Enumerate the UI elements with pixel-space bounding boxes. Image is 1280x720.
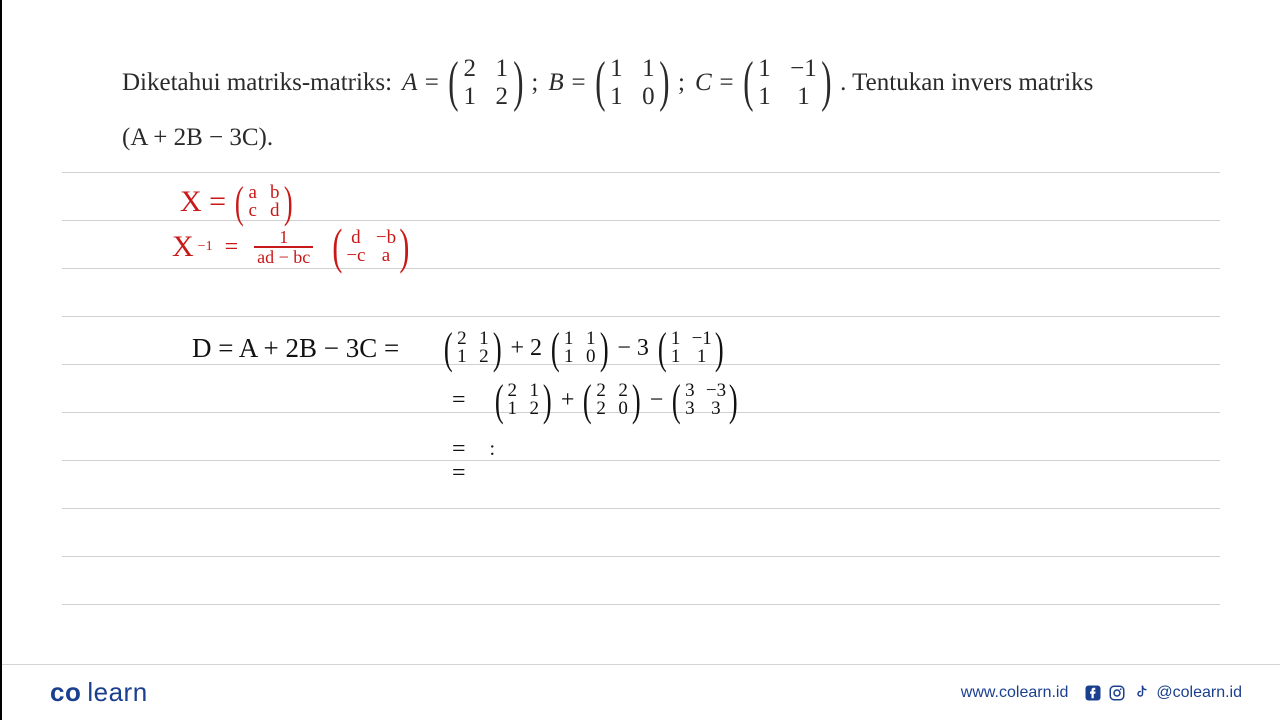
problem-suffix: . Tentukan invers matriks: [840, 65, 1093, 100]
tiktok-icon[interactable]: [1132, 684, 1150, 702]
footer-handle[interactable]: @colearn.id: [1156, 684, 1242, 702]
work-line-3b: =: [452, 460, 466, 487]
rule-line: [62, 508, 1220, 509]
colearn-logo: colearn: [50, 677, 148, 708]
Xinv-exp: −1: [198, 239, 213, 255]
logo-co: co: [50, 677, 81, 707]
matrix-B: ( 11 10 ): [591, 55, 674, 110]
formula-X: X = ( ab cd ): [180, 184, 295, 220]
sep: ;: [531, 65, 538, 100]
X-eq: X =: [180, 185, 226, 219]
eq: =: [225, 234, 239, 261]
plus: +: [561, 387, 575, 414]
w2-m1: ( 21 12 ): [492, 382, 555, 418]
rule-line: [62, 460, 1220, 461]
instagram-icon[interactable]: [1108, 684, 1126, 702]
problem-prefix: Diketahui matriks-matriks:: [122, 65, 392, 100]
D-lhs: D = A + 2B − 3C =: [192, 333, 399, 364]
problem-line-2: (A + 2B − 3C).: [122, 120, 1190, 155]
Xinv-matrix: ( d−b −ca ): [329, 228, 413, 266]
footer-url[interactable]: www.colearn.id: [961, 684, 1069, 702]
w1-m2: ( 11 10 ): [548, 330, 611, 366]
plus2: + 2: [511, 335, 543, 362]
minus: −: [650, 387, 664, 414]
paren-left: (: [448, 60, 458, 105]
formula-Xinv: X −1 = 1 ad − bc ( d−b −ca ): [172, 228, 413, 266]
C-label: C =: [695, 65, 735, 100]
matrix-C: ( 1−1 11 ): [739, 55, 836, 110]
w1-m1: ( 21 12 ): [441, 330, 504, 366]
page-content: Diketahui matriks-matriks: A = ( 21 12 )…: [32, 0, 1250, 720]
rule-line: [62, 316, 1220, 317]
footer: colearn www.colearn.id @colearn.id: [2, 664, 1280, 720]
social-icons: @colearn.id: [1084, 684, 1242, 702]
facebook-icon[interactable]: [1084, 684, 1102, 702]
work-line-3: = :: [452, 436, 495, 463]
logo-learn: learn: [87, 677, 147, 707]
w2-m3: ( 3−3 33 ): [669, 382, 741, 418]
rule-line: [62, 604, 1220, 605]
B-label: B =: [548, 65, 586, 100]
sep: ;: [678, 65, 685, 100]
minus3: − 3: [617, 335, 649, 362]
Xinv-X: X: [172, 230, 194, 264]
footer-right: www.colearn.id @colearn.id: [961, 684, 1242, 702]
X-matrix: ( ab cd ): [232, 184, 295, 220]
eq3b: =: [452, 460, 466, 486]
w2-m2: ( 22 20 ): [580, 382, 643, 418]
work-line-1: D = A + 2B − 3C = ( 21 12 ) + 2 ( 11 10 …: [192, 330, 726, 366]
rule-line: [62, 556, 1220, 557]
eq2: =: [452, 387, 466, 414]
rule-line: [62, 172, 1220, 173]
inverse-fraction: 1 ad − bc: [254, 228, 313, 266]
A-label: A =: [402, 65, 440, 100]
dots: :: [490, 438, 496, 461]
problem-statement: Diketahui matriks-matriks: A = ( 21 12 )…: [122, 55, 1190, 155]
work-line-2: = ( 21 12 ) + ( 22 20 ) − ( 3−3 33 ): [452, 382, 741, 418]
paren-right: ): [513, 60, 523, 105]
matrix-A: ( 21 12 ): [444, 55, 527, 110]
matrix-A-cells: 21 12: [463, 55, 509, 110]
w1-m3: ( 1−1 11 ): [655, 330, 727, 366]
rule-line: [62, 268, 1220, 269]
eq3: =: [452, 436, 466, 463]
problem-line-1: Diketahui matriks-matriks: A = ( 21 12 )…: [122, 55, 1190, 110]
